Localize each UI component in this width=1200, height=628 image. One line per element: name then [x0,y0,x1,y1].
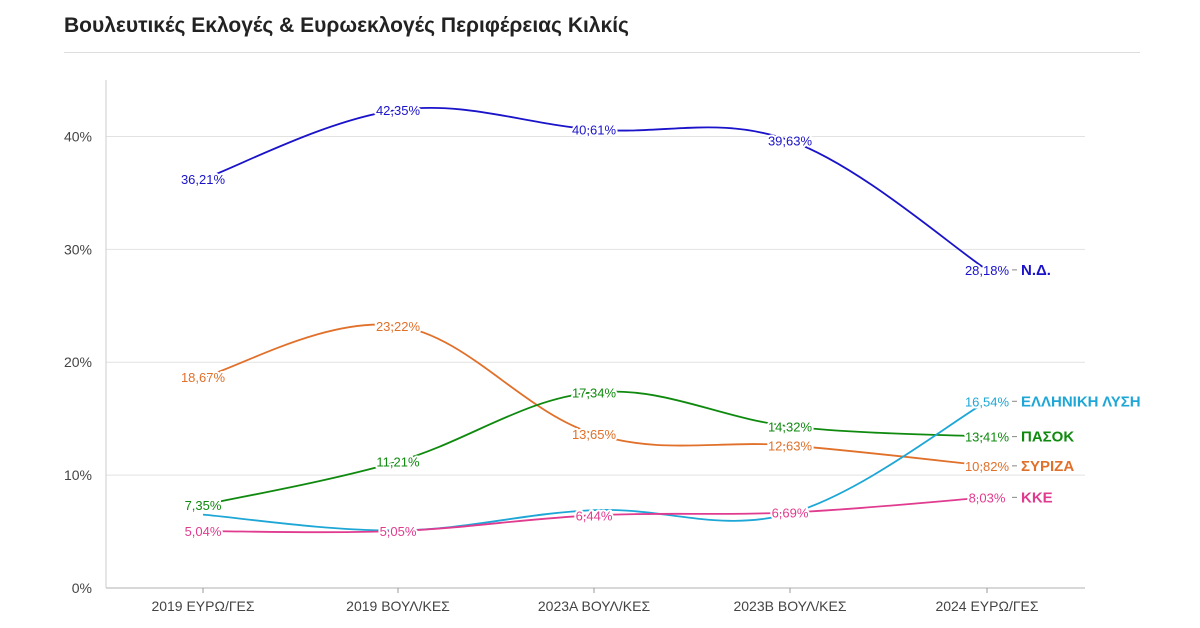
data-label-halo: 18,67% [181,370,226,385]
data-label-pasok: 14,32% [768,419,813,434]
data-label-halo: 39,63% [768,134,813,149]
data-label-halo: 42,35% [376,103,421,118]
data-label-nd: 28,18% [965,263,1010,278]
series-name-nd: Ν.Δ. [1021,262,1051,279]
data-label-kke: 6,69% [772,505,809,520]
y-tick-label: 0% [72,580,92,596]
data-label-nd: 42,35% [376,103,421,118]
y-tick-label: 10% [64,467,92,483]
series-line-elliniki-lysi [202,400,988,532]
data-label-halo: 11,21% [376,454,420,469]
data-label-halo: 5,05% [380,524,417,539]
data-label-syriza: 12,63% [768,438,813,453]
data-label-halo: 12,63% [768,438,813,453]
y-tick-label: 40% [64,128,92,144]
data-label-halo: 16,54% [965,394,1010,409]
data-label-halo: 14,32% [768,419,813,434]
series-line-pasok [202,390,988,506]
x-tick-label: 2024 ΕΥΡΩ/ΓΕΣ [935,598,1038,614]
chart-title: Βουλευτικές Εκλογές & Ευρωεκλογές Περιφέ… [64,14,629,37]
data-label-pasok: 7,35% [185,498,222,513]
series-name-syriza: ΣΥΡΙΖΑ [1021,458,1074,475]
data-label-halo: 13,65% [572,427,617,442]
series-line-nd [202,107,988,271]
data-label-halo: 13,41% [965,430,1010,445]
data-label-pasok: 17,34% [572,385,617,400]
data-label-halo: 7,35% [185,498,222,513]
data-label-halo: 5,04% [185,524,222,539]
data-label-halo: 36,21% [181,172,226,187]
data-label-halo: 28,18% [965,263,1010,278]
data-label-nd: 40,61% [572,123,617,138]
data-label-halo: 23,22% [376,319,421,334]
data-label-pasok: 11,21% [376,454,420,469]
series-line-kke [202,496,988,534]
data-label-kke: 5,04% [185,524,222,539]
data-label-kke: 5,05% [380,524,417,539]
x-tick-label: 2023Β ΒΟΥΛ/ΚΕΣ [733,598,846,614]
data-label-halo: 10,82% [965,459,1010,474]
data-label-nd: 36,21% [181,172,226,187]
data-label-syriza: 18,67% [181,370,226,385]
data-label-kke: 8,03% [969,490,1006,505]
x-tick-label: 2019 ΒΟΥΛ/ΚΕΣ [346,598,450,614]
series-name-kke: ΚΚΕ [1021,489,1053,506]
series-name-pasok: ΠΑΣΟΚ [1021,429,1074,446]
y-tick-label: 30% [64,241,92,257]
title-divider [64,52,1140,53]
data-label-elliniki-lysi: 16,54% [965,394,1010,409]
data-label-halo: 40,61% [572,123,617,138]
x-tick-label: 2023Α ΒΟΥΛ/ΚΕΣ [538,598,651,614]
data-label-kke: 6,44% [576,508,613,523]
series-line-syriza [202,323,988,467]
series-name-elliniki-lysi: ΕΛΛΗΝΙΚΗ ΛΥΣΗ [1021,393,1141,410]
data-label-halo: 6,44% [576,508,613,523]
y-tick-label: 20% [64,354,92,370]
x-tick-label: 2019 ΕΥΡΩ/ΓΕΣ [151,598,254,614]
data-label-syriza: 10,82% [965,459,1010,474]
data-label-syriza: 23,22% [376,319,421,334]
data-label-pasok: 13,41% [965,430,1010,445]
data-label-nd: 39,63% [768,134,813,149]
data-label-syriza: 13,65% [572,427,617,442]
data-label-halo: 8,03% [969,490,1006,505]
data-label-halo: 17,34% [572,385,617,400]
data-label-halo: 6,69% [772,505,809,520]
